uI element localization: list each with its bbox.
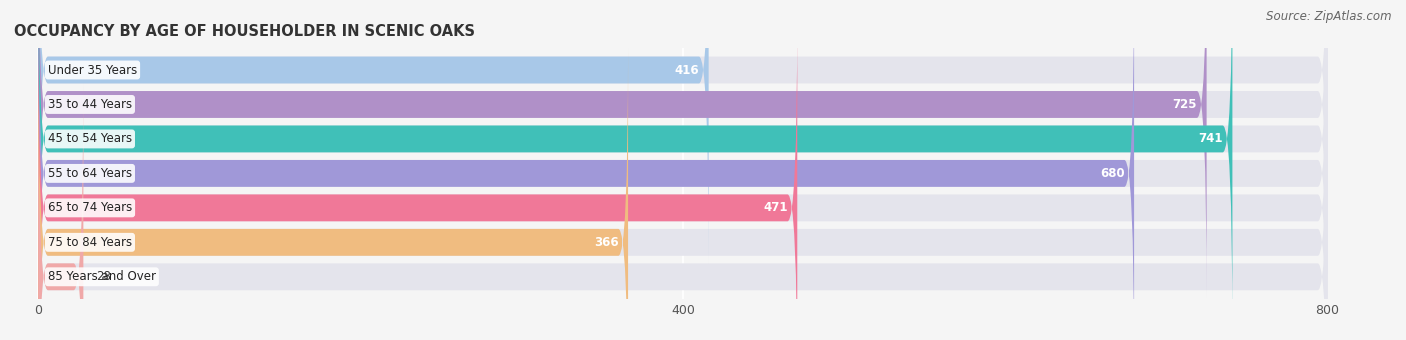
FancyBboxPatch shape: [38, 0, 709, 264]
Text: 85 Years and Over: 85 Years and Over: [48, 270, 156, 283]
Text: 55 to 64 Years: 55 to 64 Years: [48, 167, 132, 180]
Text: 28: 28: [96, 270, 111, 283]
Text: 680: 680: [1099, 167, 1125, 180]
Text: Source: ZipAtlas.com: Source: ZipAtlas.com: [1267, 10, 1392, 23]
Text: 65 to 74 Years: 65 to 74 Years: [48, 201, 132, 214]
FancyBboxPatch shape: [38, 0, 1327, 332]
FancyBboxPatch shape: [38, 15, 797, 340]
FancyBboxPatch shape: [38, 15, 1327, 340]
FancyBboxPatch shape: [38, 0, 1327, 340]
FancyBboxPatch shape: [38, 0, 1135, 340]
Text: 741: 741: [1198, 133, 1223, 146]
Text: 35 to 44 Years: 35 to 44 Years: [48, 98, 132, 111]
FancyBboxPatch shape: [38, 83, 1327, 340]
Text: 471: 471: [763, 201, 787, 214]
FancyBboxPatch shape: [38, 0, 1327, 264]
FancyBboxPatch shape: [38, 0, 1206, 298]
Text: Under 35 Years: Under 35 Years: [48, 64, 138, 76]
Text: 725: 725: [1173, 98, 1197, 111]
FancyBboxPatch shape: [38, 49, 1327, 340]
FancyBboxPatch shape: [38, 0, 1327, 298]
FancyBboxPatch shape: [38, 49, 628, 340]
FancyBboxPatch shape: [38, 83, 83, 340]
FancyBboxPatch shape: [38, 0, 1233, 332]
Text: 45 to 54 Years: 45 to 54 Years: [48, 133, 132, 146]
Text: 416: 416: [675, 64, 699, 76]
Text: OCCUPANCY BY AGE OF HOUSEHOLDER IN SCENIC OAKS: OCCUPANCY BY AGE OF HOUSEHOLDER IN SCENI…: [14, 24, 475, 39]
Text: 366: 366: [593, 236, 619, 249]
Text: 75 to 84 Years: 75 to 84 Years: [48, 236, 132, 249]
